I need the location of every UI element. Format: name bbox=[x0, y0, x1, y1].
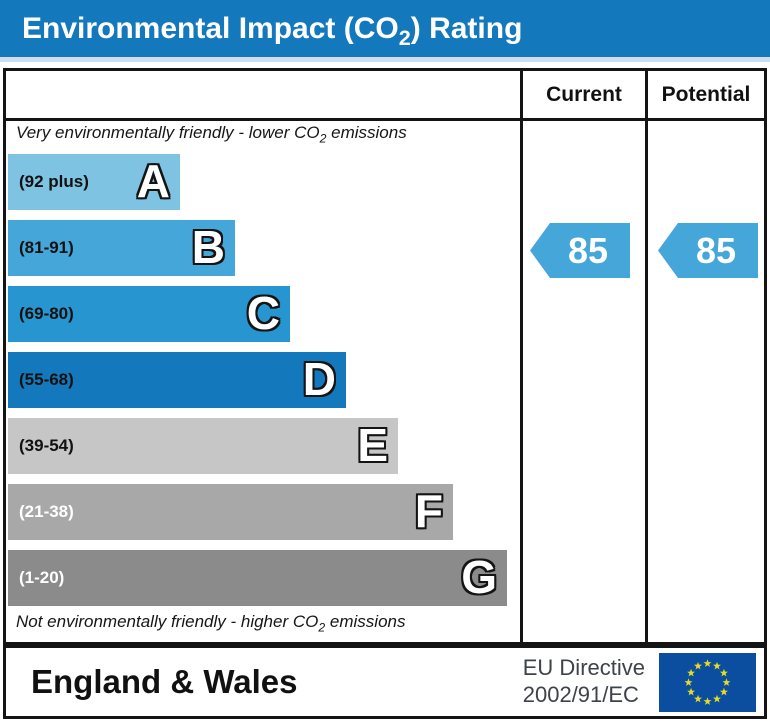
current-rating-arrow: 85 bbox=[530, 223, 630, 278]
band-d: (55-68) D bbox=[8, 352, 346, 408]
band-f-range: (21-38) bbox=[19, 502, 74, 521]
page-title: Environmental Impact (CO2) Rating bbox=[22, 11, 523, 48]
bottom-note-subscript: 2 bbox=[318, 620, 326, 635]
band-d-range: (55-68) bbox=[19, 370, 74, 389]
title-bar-bottom-strip bbox=[0, 57, 770, 62]
top-note-subscript: 2 bbox=[319, 131, 327, 146]
title-bar: Environmental Impact (CO2) Rating bbox=[0, 0, 770, 57]
rating-table: Current Potential Very environmentally f… bbox=[3, 68, 767, 645]
footer: England & Wales EU Directive 2002/91/EC bbox=[3, 645, 767, 719]
band-a: (92 plus) A bbox=[8, 154, 180, 210]
top-note-text-end: emissions bbox=[326, 123, 407, 142]
band-f: (21-38) F bbox=[8, 484, 453, 540]
region-label: England & Wales bbox=[31, 663, 298, 700]
top-note: Very environmentally friendly - lower CO… bbox=[16, 123, 407, 146]
band-g-letter: G bbox=[461, 551, 497, 603]
potential-column-header: Potential bbox=[661, 82, 751, 106]
current-rating-value: 85 bbox=[567, 229, 609, 271]
band-a-letter: A bbox=[136, 155, 170, 207]
page-title-text: Environmental Impact (CO bbox=[22, 11, 399, 45]
band-e-range: (39-54) bbox=[19, 436, 74, 455]
page-title-text-end: ) Rating bbox=[410, 11, 523, 45]
band-g: (1-20) G bbox=[8, 550, 507, 606]
bottom-note-text-end: emissions bbox=[325, 612, 406, 631]
potential-rating-value: 85 bbox=[695, 229, 737, 271]
bottom-note-text: Not environmentally friendly - higher CO bbox=[16, 612, 319, 631]
bottom-note: Not environmentally friendly - higher CO… bbox=[16, 612, 406, 635]
potential-rating-arrow: 85 bbox=[658, 223, 758, 278]
band-c-range: (69-80) bbox=[19, 304, 74, 323]
band-b-range: (81-91) bbox=[19, 238, 74, 257]
band-e: (39-54) E bbox=[8, 418, 398, 474]
band-c: (69-80) C bbox=[8, 286, 290, 342]
potential-column-divider bbox=[645, 71, 648, 642]
band-b-letter: B bbox=[191, 221, 225, 273]
band-c-letter: C bbox=[246, 287, 280, 339]
top-note-text: Very environmentally friendly - lower CO bbox=[16, 123, 320, 142]
eu-directive-line1: EU Directive bbox=[522, 655, 645, 681]
band-e-letter: E bbox=[357, 419, 388, 471]
header-underline bbox=[6, 118, 764, 121]
band-g-range: (1-20) bbox=[19, 568, 65, 587]
current-column-divider bbox=[520, 71, 523, 642]
page-title-subscript: 2 bbox=[398, 24, 411, 50]
eu-directive-text: EU Directive 2002/91/EC bbox=[523, 655, 645, 709]
band-b: (81-91) B bbox=[8, 220, 235, 276]
eu-directive-line2: 2002/91/EC bbox=[522, 682, 639, 707]
band-d-letter: D bbox=[302, 353, 336, 405]
current-column-header: Current bbox=[546, 82, 622, 106]
band-f-letter: F bbox=[414, 485, 443, 537]
eu-flag-icon bbox=[659, 652, 756, 712]
band-a-range: (92 plus) bbox=[19, 172, 89, 191]
